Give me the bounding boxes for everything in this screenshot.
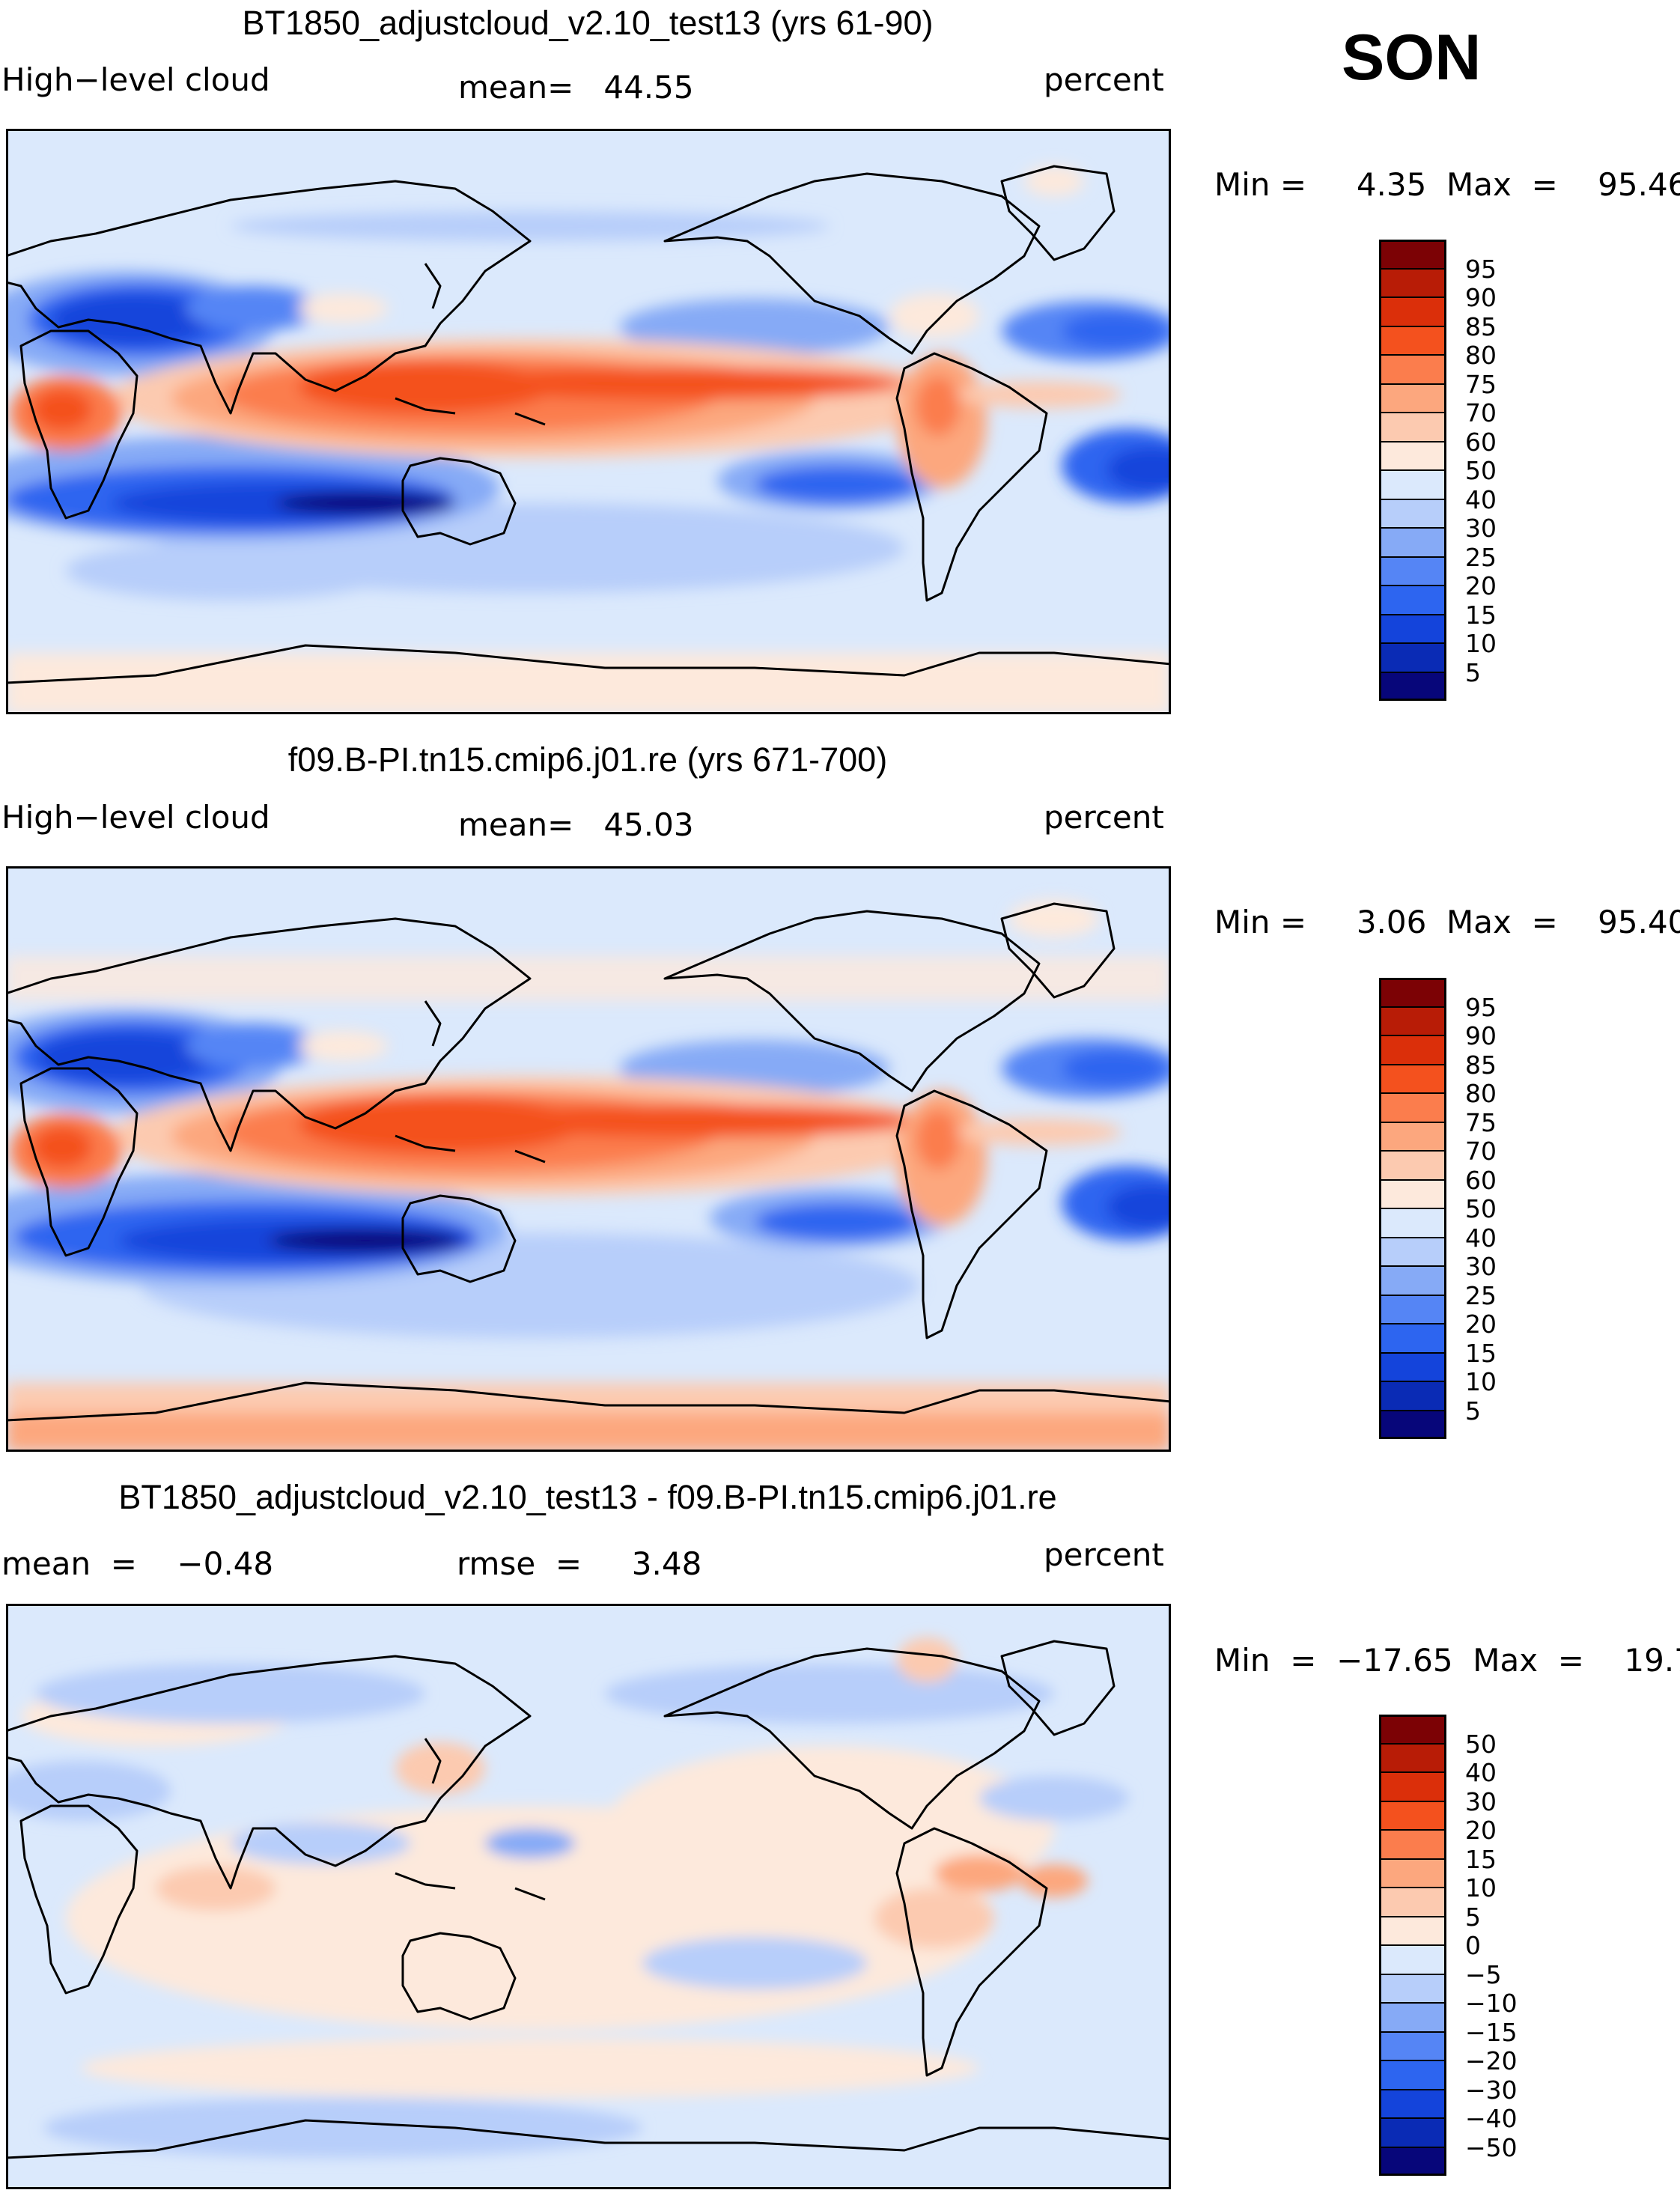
panel-1-colorbar-seg [1379, 556, 1446, 585]
panel-3-colorbar-tick: 50 [1465, 1729, 1497, 1759]
panel-2-colorbar-seg [1379, 1035, 1446, 1065]
panel-3-colorbar-tick: 0 [1465, 1931, 1481, 1960]
panel-3-colorbar-tick: −15 [1465, 2017, 1518, 2047]
panel-2-colorbar-tick: 60 [1465, 1165, 1497, 1195]
panel-2-colorbar-tick: 75 [1465, 1107, 1497, 1137]
panel-2-colorbar: 95 90 85 80 75 70 60 50 40 30 25 20 15 1… [1379, 978, 1497, 1439]
panel-1-colorbar-tick: 10 [1465, 629, 1497, 658]
panel-2-variable-label: High−level cloud [1, 799, 270, 836]
panel-3-units-label: percent [1044, 1536, 1164, 1573]
panel-3-colorbar-tick: −30 [1465, 2075, 1518, 2105]
panel-1-variable-label: High−level cloud [1, 61, 270, 98]
panel-2-mean-label: mean= 45.03 [458, 806, 694, 843]
panel-3-colorbar-frame [1379, 1715, 1446, 2176]
panel-1-colorbar-tick: 90 [1465, 283, 1497, 312]
panel-2-colorbar-tick: 30 [1465, 1252, 1497, 1281]
panel-3-map [6, 1604, 1171, 2189]
panel-1-colorbar-seg [1379, 441, 1446, 470]
panel-2-colorbar-tick: 90 [1465, 1021, 1497, 1050]
panel-1-units-label: percent [1044, 61, 1164, 98]
panel-1-colorbar-tick: 20 [1465, 571, 1497, 600]
panel-1-colorbar-seg [1379, 614, 1446, 643]
panel-1-colorbar-tick: 85 [1465, 311, 1497, 341]
panel-3-colorbar-seg [1379, 2003, 1446, 2032]
panel-3-colorbar-seg [1379, 1772, 1446, 1801]
panel-2-colorbar-seg [1379, 1208, 1446, 1238]
panel-1-colorbar-frame [1379, 240, 1446, 701]
panel-3-colorbar-tick: 15 [1465, 1844, 1497, 1874]
panel-2-colorbar-tick: 20 [1465, 1310, 1497, 1339]
panel-3-colorbar-seg [1379, 2089, 1446, 2118]
panel-1-colorbar-tick: 75 [1465, 369, 1497, 399]
panel-2-title: f09.B-PI.tn15.cmip6.j01.re (yrs 671-700) [287, 740, 888, 779]
panel-2-minmax: Min = 3.06 Max = 95.40 [1214, 904, 1680, 940]
panel-2-colorbar-tick: 25 [1465, 1280, 1497, 1310]
panel-1-colorbar-tick: 40 [1465, 484, 1497, 514]
panel-3-colorbar-tick: 10 [1465, 1873, 1497, 1902]
panel-1-title: BT1850_adjustcloud_v2.10_test13 (yrs 61-… [242, 4, 934, 42]
panel-2-colorbar-tick: 95 [1465, 992, 1497, 1022]
panel-3-colorbar-seg [1379, 1974, 1446, 2003]
panel-2-colorbar-tick: 50 [1465, 1194, 1497, 1223]
panel-1-colorbar-tick: 70 [1465, 398, 1497, 428]
panel-2-colorbar-seg [1379, 1093, 1446, 1122]
panel-2-map [6, 866, 1171, 1452]
panel-2-colorbar-tick: 10 [1465, 1367, 1497, 1396]
panel-2-units-label: percent [1044, 799, 1164, 836]
panel-3-colorbar-tick: −20 [1465, 2046, 1518, 2075]
panel-1-colorbar-tick: 15 [1465, 600, 1497, 630]
panel-1-colorbar-tick: 30 [1465, 514, 1497, 543]
panel-3-minmax: Min = −17.65 Max = 19.78 [1214, 1642, 1680, 1679]
panel-2-colorbar-seg [1379, 1295, 1446, 1324]
panel-1-colorbar: 95 90 85 80 75 70 60 50 40 30 25 20 15 1… [1379, 240, 1497, 701]
panel-1-colorbar-tick: 25 [1465, 542, 1497, 572]
panel-1-colorbar-seg [1379, 240, 1446, 269]
panel-3-colorbar-tick: −5 [1465, 1959, 1502, 1989]
panel-2-colorbar-seg [1379, 1006, 1446, 1035]
panel-2-colorbar-tick: 85 [1465, 1050, 1497, 1080]
panel-3-colorbar-tick: 40 [1465, 1758, 1497, 1787]
panel-1-colorbar-seg [1379, 297, 1446, 326]
panel-2-colorbar-tick: 5 [1465, 1396, 1481, 1426]
panel-1-colorbar-tick: 5 [1465, 657, 1481, 687]
panel-2-colorbar-tick: 15 [1465, 1338, 1497, 1368]
panel-1-map [6, 129, 1171, 714]
panel-1-colorbar-tick: 80 [1465, 341, 1497, 370]
panel-1-colorbar-seg [1379, 326, 1446, 355]
panel-1-colorbar-seg [1379, 470, 1446, 499]
panel-2-colorbar-frame [1379, 978, 1446, 1439]
panel-2-colorbar-tick: 40 [1465, 1223, 1497, 1253]
panel-2-colorbar-seg [1379, 1410, 1446, 1439]
panel-3-colorbar-tick: 5 [1465, 1902, 1481, 1932]
panel-1-minmax: Min = 4.35 Max = 95.46 [1214, 166, 1680, 203]
panel-3-colorbar-tick: −40 [1465, 2104, 1518, 2133]
panel-3-colorbar-tick: 30 [1465, 1786, 1497, 1816]
panel-2-colorbar-seg [1379, 1381, 1446, 1411]
panel-2-colorbar-tick: 80 [1465, 1079, 1497, 1108]
panel-1-mean-label: mean= 44.55 [458, 69, 694, 106]
panel-3-title: BT1850_adjustcloud_v2.10_test13 - f09.B-… [118, 1478, 1057, 1516]
panel-3-colorbar-tick: 20 [1465, 1816, 1497, 1845]
panel-1-colorbar-tick: 50 [1465, 456, 1497, 485]
panel-2-colorbar-tick: 70 [1465, 1137, 1497, 1166]
panel-3-colorbar-tick: −10 [1465, 1989, 1518, 2018]
panel-3-mean-label: mean = −0.48 [1, 1545, 274, 1582]
panel-1-colorbar-tick: 60 [1465, 427, 1497, 457]
panel-3-colorbar-tick: −50 [1465, 2132, 1518, 2162]
panel-1-colorbar-tick: 95 [1465, 254, 1497, 284]
season-label: SON [1342, 22, 1482, 94]
panel-3-rmse-label: rmse = 3.48 [457, 1545, 702, 1582]
panel-3-colorbar: 50 40 30 20 15 10 5 0 −5 −10 −15 −20 −30… [1379, 1715, 1518, 2176]
